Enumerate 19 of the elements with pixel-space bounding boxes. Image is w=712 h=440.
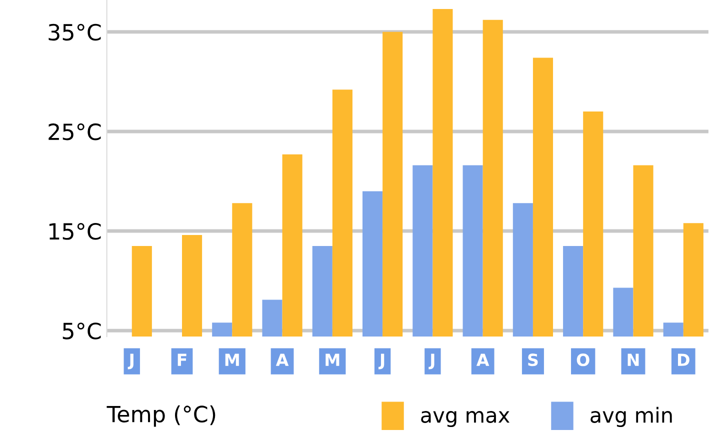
x-tick-label: J bbox=[428, 354, 434, 370]
x-tick-label: N bbox=[628, 354, 639, 366]
legend-label: avg min bbox=[590, 406, 672, 428]
x-tick-label: F bbox=[178, 354, 186, 366]
y-tick-label: 25°C bbox=[48, 123, 101, 140]
y-tick-label: 35°C bbox=[48, 24, 101, 41]
legend-label: avg max bbox=[421, 411, 510, 428]
legend-title: Temp (°C) bbox=[106, 405, 216, 427]
x-tick-label: M bbox=[326, 354, 340, 366]
x-tick-label: S bbox=[528, 354, 538, 366]
x-tick-label: A bbox=[476, 354, 490, 366]
x-tick-label: J bbox=[378, 354, 384, 370]
x-tick-label: M bbox=[225, 354, 239, 366]
y-tick-label: 15°C bbox=[49, 222, 101, 240]
x-tick-label: O bbox=[576, 354, 590, 366]
x-tick-label: J bbox=[128, 354, 134, 370]
x-tick-label: A bbox=[276, 354, 289, 366]
y-tick-label: 5°C bbox=[62, 322, 101, 340]
x-tick-label: D bbox=[678, 354, 690, 366]
